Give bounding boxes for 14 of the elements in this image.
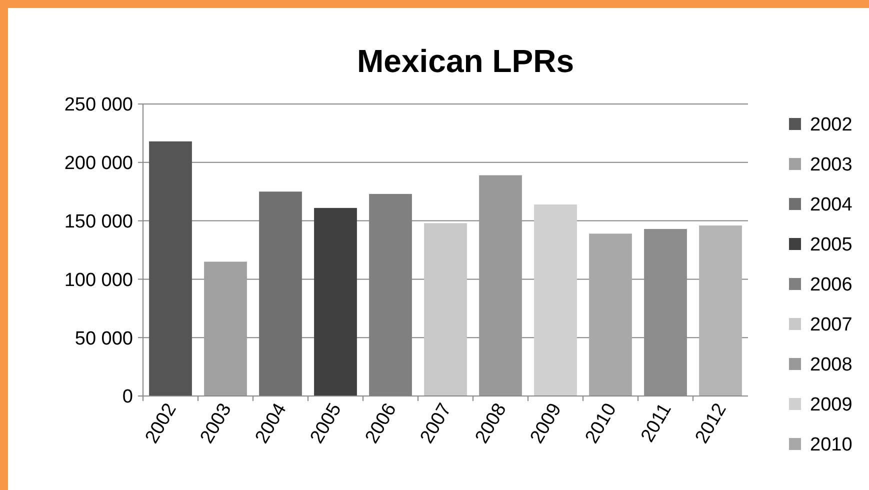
y-tick-label: 0	[122, 386, 133, 408]
y-tick-label: 250 000	[64, 94, 133, 116]
legend-label: 2002	[810, 114, 852, 136]
legend-label: 2007	[810, 314, 852, 336]
legend-label: 2008	[810, 354, 852, 376]
y-tick-label: 200 000	[64, 153, 133, 174]
legend-label: 2006	[810, 274, 852, 296]
y-tick-label: 50 000	[74, 328, 133, 350]
legend-label: 2003	[810, 154, 852, 176]
legend-label: 2004	[810, 194, 853, 216]
chart-title: Mexican LPRs	[357, 43, 574, 79]
legend-label: 2005	[810, 234, 852, 256]
y-tick-label: 100 000	[64, 270, 133, 291]
y-tick-label: 150 000	[64, 211, 133, 232]
